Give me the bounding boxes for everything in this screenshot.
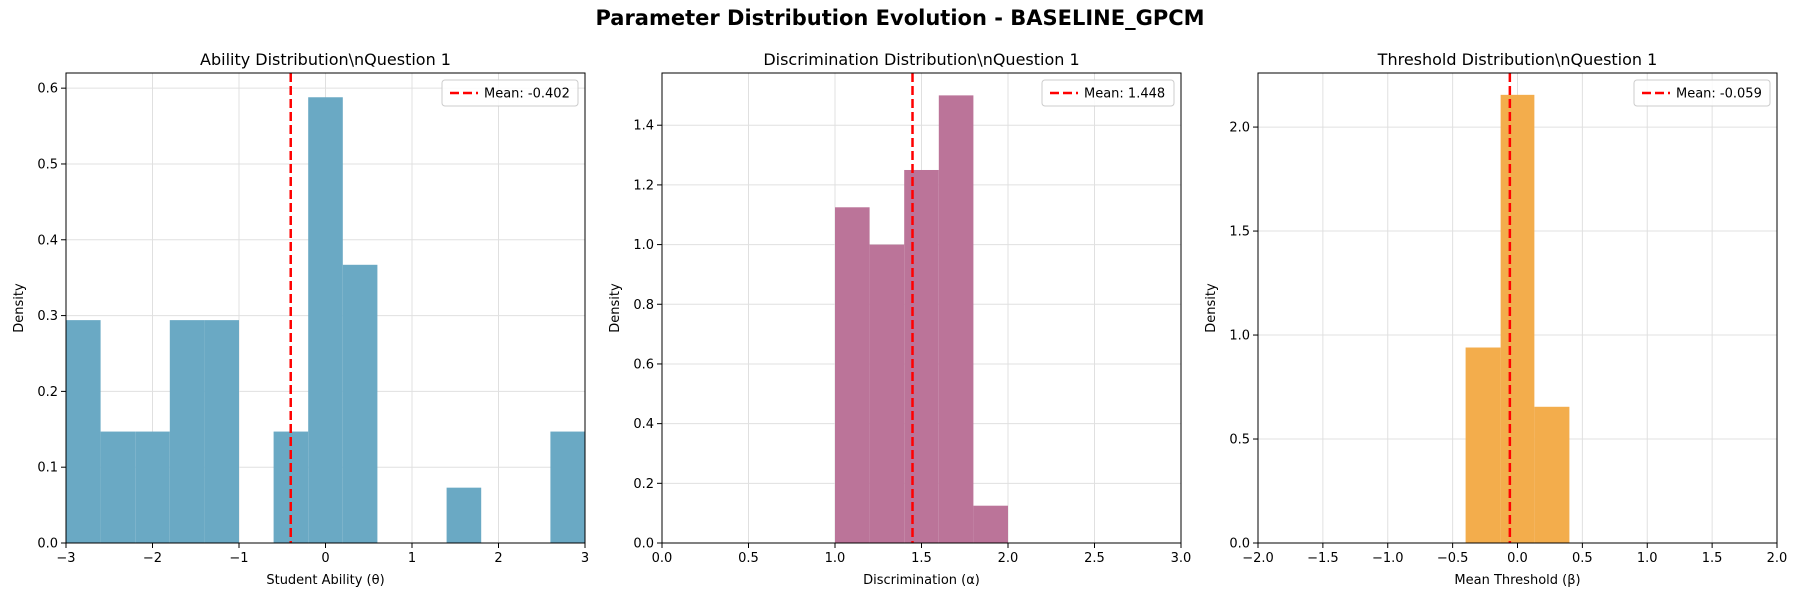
- x-tick-label: 0.0: [1507, 551, 1528, 566]
- legend-box: [1041, 79, 1175, 107]
- x-tick-label: 2: [494, 551, 502, 566]
- histogram-bar: [550, 431, 585, 543]
- histogram-bar: [446, 487, 482, 543]
- legend-label: Mean: -0.059: [1676, 87, 1762, 102]
- y-tick-label: 0.3: [37, 309, 58, 324]
- y-tick-label: 1.2: [633, 178, 654, 193]
- y-axis-label: Density: [12, 283, 27, 333]
- figure-title: Parameter Distribution Evolution - BASEL…: [595, 6, 1205, 30]
- histogram-bar: [100, 431, 136, 543]
- y-tick-label: 0.4: [633, 417, 654, 432]
- x-tick-label: −1.5: [1307, 551, 1339, 566]
- x-tick-label: −3: [56, 551, 75, 566]
- x-axis-label: Mean Threshold (β): [1454, 573, 1580, 588]
- histogram-bar: [904, 169, 939, 543]
- histogram-bar: [135, 431, 170, 543]
- x-axis-label: Discrimination (α): [863, 573, 980, 588]
- histogram-bar: [1534, 406, 1570, 543]
- y-tick-label: 0.5: [1229, 433, 1250, 448]
- x-tick-label: −2: [143, 551, 162, 566]
- x-tick-label: 1.5: [1702, 551, 1723, 566]
- y-tick-label: 0.6: [633, 357, 654, 372]
- histogram-bar: [1500, 94, 1535, 544]
- histogram-bar: [938, 95, 974, 543]
- x-tick-label: 1.0: [1637, 551, 1658, 566]
- legend-box: [441, 79, 579, 107]
- y-tick-label: 0.6: [37, 82, 58, 97]
- x-tick-label: −2.0: [1242, 551, 1274, 566]
- subplot-title: Ability Distribution\nQuestion 1: [200, 50, 451, 69]
- histogram-bar: [869, 244, 905, 544]
- legend-label: Mean: -0.402: [484, 87, 570, 102]
- histogram-bar: [308, 97, 343, 544]
- y-tick-label: 1.0: [1229, 329, 1250, 344]
- x-tick-label: 3.0: [1171, 551, 1192, 566]
- x-tick-label: 2.0: [1767, 551, 1788, 566]
- y-tick-label: 0.2: [37, 385, 58, 400]
- x-tick-label: −1.0: [1372, 551, 1404, 566]
- x-tick-label: 3: [581, 551, 589, 566]
- y-tick-label: 0.0: [633, 537, 654, 552]
- y-tick-label: 0.0: [1229, 537, 1250, 552]
- histogram-bar: [273, 431, 309, 543]
- x-tick-label: 2.5: [1084, 551, 1105, 566]
- histogram-bar: [169, 320, 205, 543]
- y-tick-label: 0.0: [37, 537, 58, 552]
- y-tick-label: 0.8: [633, 298, 654, 313]
- x-tick-label: 0.5: [1572, 551, 1593, 566]
- histogram-bar: [835, 207, 870, 544]
- x-tick-label: 0.0: [652, 551, 673, 566]
- x-axis-label: Student Ability (θ): [266, 573, 384, 588]
- x-tick-label: −1: [229, 551, 248, 566]
- y-tick-label: 1.4: [633, 119, 654, 134]
- y-tick-label: 1.0: [633, 238, 654, 253]
- legend: Mean: -0.059: [1633, 79, 1771, 107]
- histogram-bar: [204, 320, 239, 543]
- histogram-bar: [1465, 347, 1501, 543]
- histogram-bar: [66, 320, 101, 543]
- y-tick-label: 2.0: [1229, 121, 1250, 136]
- x-tick-label: 2.0: [998, 551, 1019, 566]
- x-tick-label: 0.5: [738, 551, 759, 566]
- y-tick-label: 0.2: [633, 477, 654, 492]
- legend-label: Mean: 1.448: [1084, 87, 1165, 102]
- y-axis-label: Density: [1204, 283, 1219, 333]
- y-axis-label: Density: [608, 283, 623, 333]
- y-tick-label: 0.5: [37, 157, 58, 172]
- x-tick-label: 1: [408, 551, 416, 566]
- x-tick-label: 1.5: [911, 551, 932, 566]
- x-tick-label: 0: [321, 551, 329, 566]
- histogram-bar: [973, 505, 1008, 543]
- legend: Mean: 1.448: [1041, 79, 1175, 107]
- y-tick-label: 1.5: [1229, 225, 1250, 240]
- histogram-bar: [342, 264, 378, 543]
- y-tick-label: 0.1: [37, 461, 58, 476]
- legend: Mean: -0.402: [441, 79, 579, 107]
- x-tick-label: −0.5: [1437, 551, 1469, 566]
- legend-box: [1633, 79, 1771, 107]
- subplot-title: Discrimination Distribution\nQuestion 1: [763, 50, 1079, 69]
- y-tick-label: 0.4: [37, 233, 58, 248]
- subplot-title: Threshold Distribution\nQuestion 1: [1377, 50, 1658, 69]
- x-tick-label: 1.0: [825, 551, 846, 566]
